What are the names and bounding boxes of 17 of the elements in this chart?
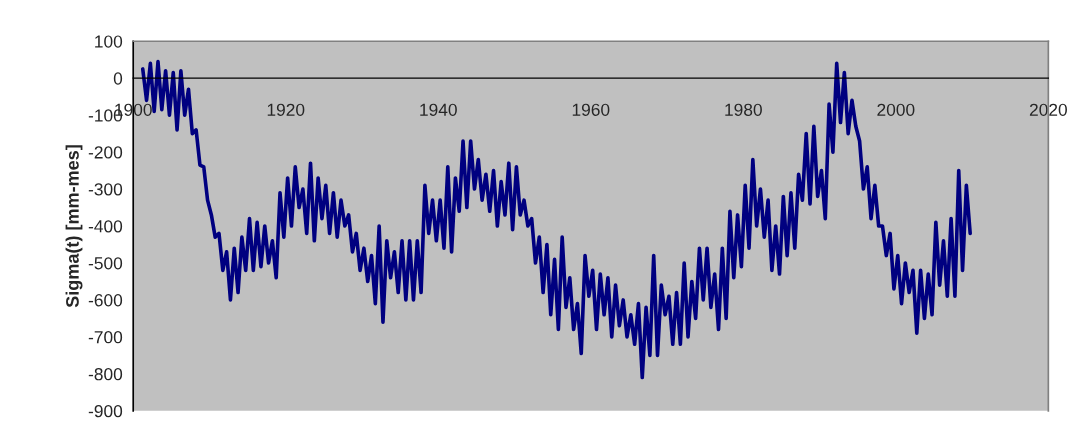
- y-tick-label: -500: [88, 257, 123, 270]
- y-tick-label: 100: [95, 35, 123, 48]
- y-tick-label: -600: [88, 294, 123, 307]
- y-tick-label: 0: [113, 72, 123, 85]
- x-tick-label: 1940: [420, 103, 457, 116]
- x-tick-label: 1960: [572, 103, 610, 116]
- x-tick-label: 1920: [267, 103, 305, 116]
- x-tick-label: 1980: [725, 103, 762, 116]
- y-axis-title: Sigma(t) [mm-mes]: [65, 145, 83, 308]
- y-tick-label: -200: [88, 146, 123, 159]
- y-tick-label: -400: [88, 220, 123, 233]
- y-tick-label: -900: [88, 404, 123, 418]
- y-tick-label: -800: [88, 368, 123, 381]
- y-tick-label: -700: [88, 331, 123, 344]
- x-tick-label: 2000: [877, 103, 915, 116]
- y-tick-label: -300: [88, 183, 123, 196]
- x-tick-label: 2020: [1029, 103, 1067, 116]
